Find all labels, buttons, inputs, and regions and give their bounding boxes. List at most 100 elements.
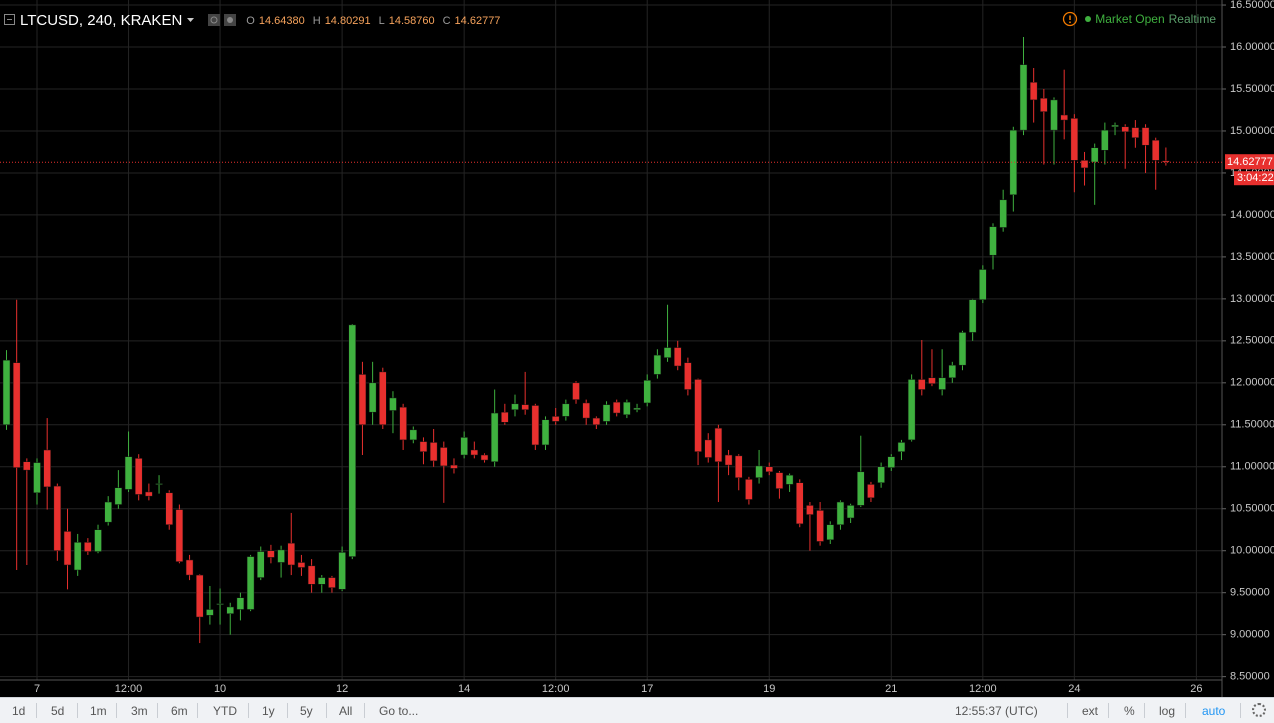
candle-body	[318, 577, 326, 585]
candle-body	[348, 324, 357, 557]
status-dot	[1085, 16, 1092, 22]
range-button[interactable]: 1m	[90, 704, 107, 718]
candle-body	[490, 412, 499, 462]
candle-body	[236, 597, 245, 610]
market-open: Market Open	[1095, 12, 1165, 26]
candle-body	[531, 405, 540, 446]
countdown-box	[1234, 171, 1274, 186]
candle-body	[175, 509, 184, 562]
candle-body	[673, 347, 682, 367]
candle-body	[1131, 127, 1140, 138]
x-tick-label: 12:00	[542, 683, 570, 695]
candle-body	[1080, 160, 1089, 169]
candle-body	[307, 565, 316, 585]
candle-body	[63, 531, 72, 566]
x-tick-label: 17	[641, 683, 653, 695]
candle-body	[1162, 160, 1170, 163]
candle-body	[938, 377, 946, 390]
candle-body	[867, 484, 875, 499]
candle-body	[755, 465, 763, 478]
ohlc-label: C	[442, 15, 451, 27]
candle-body	[297, 562, 306, 568]
candle-body	[73, 542, 82, 571]
alert-icon[interactable]	[1062, 11, 1078, 27]
candle-body	[836, 501, 845, 525]
candle-body	[734, 455, 743, 478]
candle-body	[419, 441, 428, 452]
range-button[interactable]: 1d	[12, 704, 26, 718]
candle-body	[2, 359, 11, 426]
settings-icons[interactable]	[208, 13, 238, 27]
candle-body	[918, 379, 926, 390]
candle-body	[572, 382, 580, 400]
candle-body	[94, 529, 102, 552]
range-button[interactable]: 1y	[262, 704, 275, 718]
option-button[interactable]: auto	[1202, 704, 1226, 718]
option-button[interactable]: %	[1124, 704, 1135, 718]
range-button[interactable]: YTD	[213, 704, 237, 718]
ohlc-value: 14.64380	[258, 15, 305, 27]
realtime: Realtime	[1168, 12, 1216, 26]
range-button[interactable]: 3m	[131, 704, 148, 718]
candle-body	[684, 362, 692, 390]
y-tick-label: 15.00000	[1230, 125, 1274, 137]
option-button[interactable]: log	[1159, 704, 1176, 718]
candle-body	[33, 462, 41, 494]
candle-body	[1040, 97, 1048, 112]
candle-body	[1111, 124, 1119, 128]
candle-body	[796, 482, 804, 525]
y-tick-label: 13.50000	[1230, 251, 1274, 263]
goto-button[interactable]: Go to...	[379, 704, 419, 718]
candle-body	[765, 466, 773, 473]
candle-body	[226, 606, 234, 614]
separator	[197, 703, 198, 718]
y-tick-label: 16.00000	[1230, 41, 1274, 53]
candle-body	[368, 382, 377, 413]
candle-body	[23, 461, 31, 471]
candle-body	[43, 449, 51, 488]
candle-body	[1141, 127, 1150, 146]
candle-body	[501, 411, 509, 423]
range-button[interactable]: All	[339, 704, 353, 718]
candle-body	[846, 505, 855, 519]
candle-body	[521, 404, 529, 410]
candle-body	[277, 549, 285, 563]
separator	[248, 703, 249, 718]
candle-body	[358, 374, 367, 426]
separator	[1144, 703, 1145, 718]
candle-body	[145, 491, 153, 497]
y-tick-label: 13.00000	[1230, 293, 1274, 305]
x-tick-label: 26	[1190, 683, 1202, 695]
y-tick-label: 10.50000	[1230, 503, 1274, 515]
range-button[interactable]: 5y	[300, 704, 313, 718]
candle-body	[84, 542, 92, 552]
ohlc-label: O	[246, 15, 255, 27]
candle-body	[653, 354, 662, 375]
ohlc-value: 14.80291	[324, 15, 371, 27]
symbol[interactable]: LTCUSD, 240, KRAKEN	[20, 11, 183, 29]
candle-body	[623, 401, 631, 415]
chart: 8.50000 9.00000 9.50000 10.00000 10.50000 11.…	[0, 0, 1274, 697]
dropdown-arrow[interactable]	[186, 16, 196, 24]
range-button[interactable]: 6m	[171, 704, 188, 718]
separator	[287, 703, 288, 718]
candle-body	[206, 609, 214, 616]
candle-body	[958, 332, 967, 366]
collapse-icon[interactable]	[4, 14, 16, 26]
candle-body	[826, 524, 835, 541]
range-button[interactable]: 5d	[51, 704, 65, 718]
candle-body	[1019, 64, 1028, 131]
candle-body	[409, 429, 418, 441]
candle-body	[1101, 129, 1109, 151]
candle-body	[216, 603, 224, 605]
x-tick-label: 10	[214, 683, 226, 695]
candle-body	[816, 510, 824, 542]
option-button[interactable]: ext	[1082, 704, 1099, 718]
candle-body	[714, 427, 723, 462]
separator	[364, 703, 365, 718]
x-tick-label: 19	[763, 683, 775, 695]
settings-gear[interactable]	[1252, 703, 1266, 717]
candle-body	[541, 419, 550, 446]
candle-body	[897, 442, 906, 452]
candle-body	[399, 406, 407, 441]
